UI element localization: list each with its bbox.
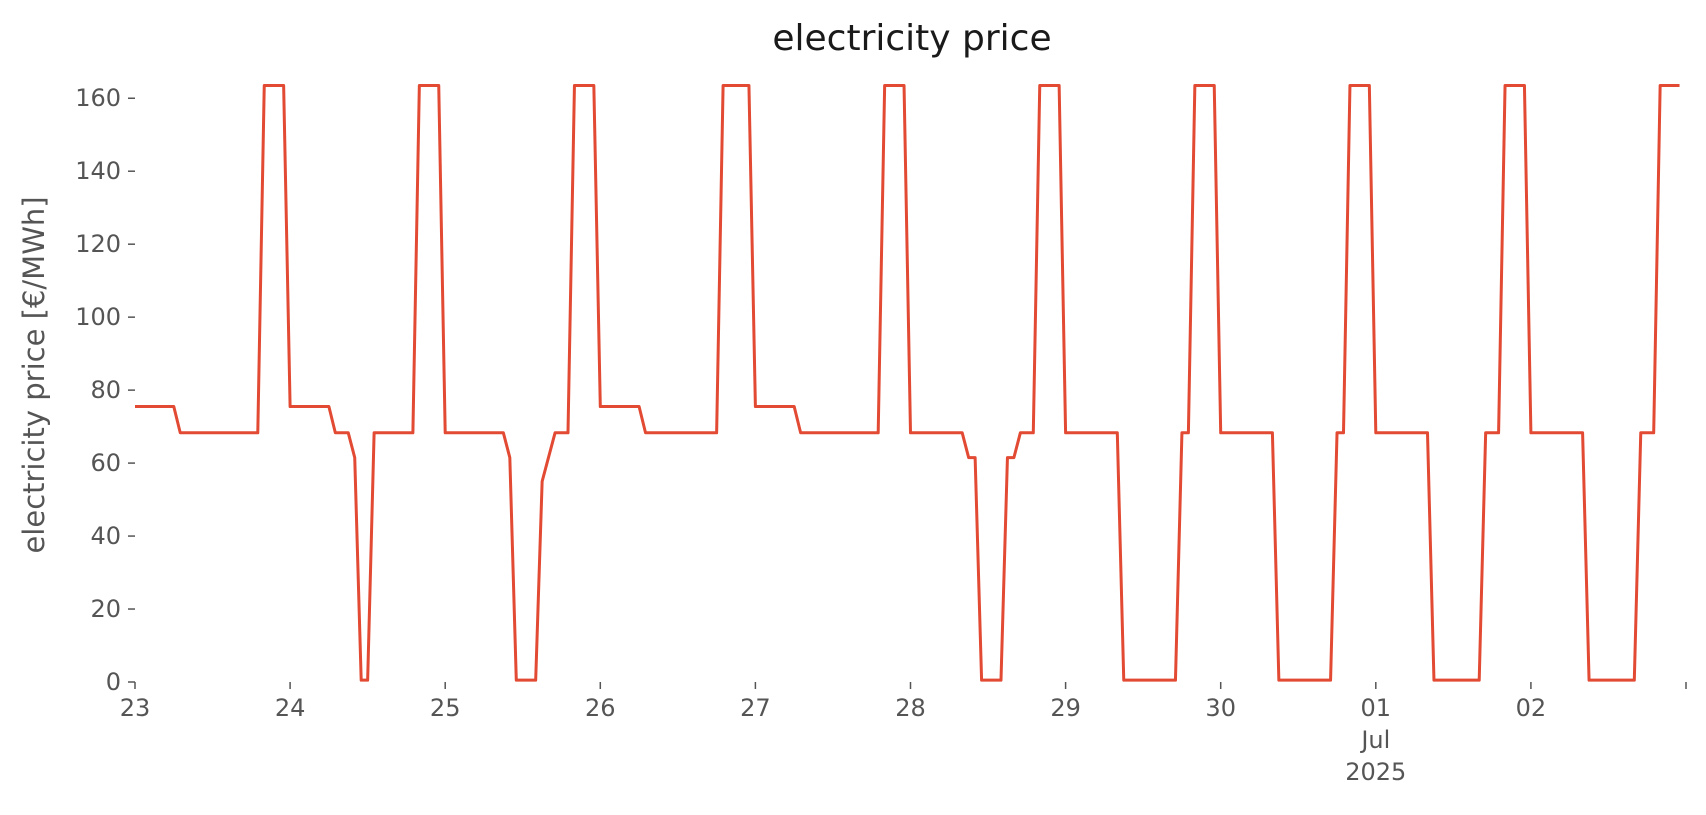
x-tick-label: 30 bbox=[1205, 694, 1236, 722]
chart-title: electricity price bbox=[772, 18, 1051, 59]
x-tick-label: 28 bbox=[895, 694, 926, 722]
x-tick-label: 23 bbox=[120, 694, 151, 722]
y-tick-label: 20 bbox=[90, 595, 121, 623]
x-tick-label: Jul bbox=[1359, 726, 1390, 754]
x-tick-label: 27 bbox=[740, 694, 771, 722]
y-tick-label: 140 bbox=[75, 157, 121, 185]
x-tick-label: 02 bbox=[1516, 694, 1547, 722]
y-tick-label: 40 bbox=[90, 522, 121, 550]
y-tick-label: 0 bbox=[106, 668, 121, 696]
x-tick-label: 24 bbox=[275, 694, 306, 722]
y-axis: 0 20 40 60 80 100 120 140 160 bbox=[75, 84, 135, 696]
y-axis-label: electricity price [€/MWh] bbox=[17, 196, 51, 553]
y-tick-label: 160 bbox=[75, 84, 121, 112]
x-axis: 23 24 25 26 27 28 29 30 01 Jul 2025 02 bbox=[120, 682, 1687, 786]
series-line bbox=[135, 83, 1680, 682]
x-tick-label: 01 bbox=[1361, 694, 1392, 722]
plot-area bbox=[135, 83, 1680, 682]
x-tick-label: 29 bbox=[1050, 694, 1081, 722]
y-tick-label: 60 bbox=[90, 449, 121, 477]
x-tick-label: 25 bbox=[430, 694, 461, 722]
x-tick-label: 2025 bbox=[1345, 758, 1406, 786]
x-tick-label: 26 bbox=[585, 694, 616, 722]
y-tick-label: 120 bbox=[75, 230, 121, 258]
y-tick-label: 80 bbox=[90, 376, 121, 404]
y-tick-label: 100 bbox=[75, 303, 121, 331]
